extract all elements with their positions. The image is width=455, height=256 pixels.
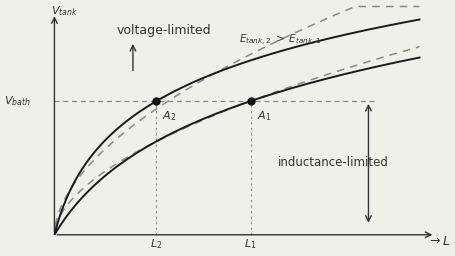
- Text: $L_1$: $L_1$: [244, 238, 257, 251]
- Text: $E_{tank,2}\;>\;E_{tank,1}$: $E_{tank,2}\;>\;E_{tank,1}$: [239, 33, 321, 48]
- Text: $A_1$: $A_1$: [257, 110, 271, 123]
- Text: $L_2$: $L_2$: [150, 238, 162, 251]
- Text: $\rightarrow L$: $\rightarrow L$: [427, 235, 451, 248]
- Text: $V_{tank}$: $V_{tank}$: [51, 4, 78, 18]
- Text: inductance-limited: inductance-limited: [278, 156, 389, 169]
- Text: $V_{bath}$: $V_{bath}$: [4, 94, 31, 108]
- Text: voltage-limited: voltage-limited: [117, 24, 212, 37]
- Text: $A_2$: $A_2$: [162, 110, 177, 123]
